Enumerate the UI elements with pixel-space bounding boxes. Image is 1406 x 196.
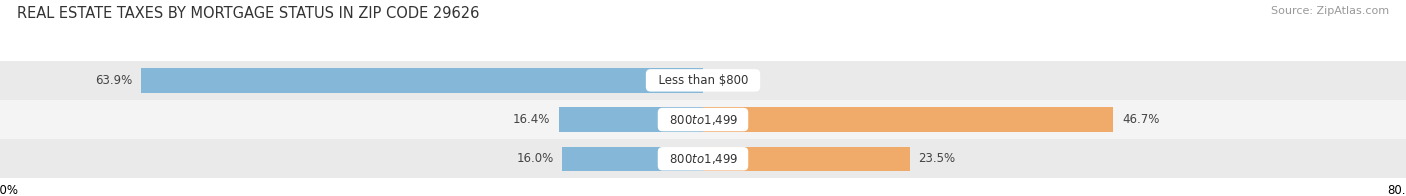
- FancyBboxPatch shape: [0, 139, 1406, 178]
- Text: Less than $800: Less than $800: [651, 74, 755, 87]
- FancyBboxPatch shape: [0, 100, 1406, 139]
- Bar: [560, 107, 703, 132]
- Text: 16.0%: 16.0%: [516, 152, 554, 165]
- Text: REAL ESTATE TAXES BY MORTGAGE STATUS IN ZIP CODE 29626: REAL ESTATE TAXES BY MORTGAGE STATUS IN …: [17, 6, 479, 21]
- Text: 23.5%: 23.5%: [918, 152, 956, 165]
- Text: 0.0%: 0.0%: [721, 74, 751, 87]
- Text: $800 to $1,499: $800 to $1,499: [662, 152, 744, 166]
- Text: $800 to $1,499: $800 to $1,499: [662, 113, 744, 127]
- Bar: [703, 147, 910, 171]
- Bar: [562, 147, 703, 171]
- FancyBboxPatch shape: [0, 61, 1406, 100]
- Text: 46.7%: 46.7%: [1122, 113, 1160, 126]
- Bar: [703, 107, 1114, 132]
- Bar: [142, 68, 703, 93]
- Text: 63.9%: 63.9%: [96, 74, 132, 87]
- Text: Source: ZipAtlas.com: Source: ZipAtlas.com: [1271, 6, 1389, 16]
- Text: 16.4%: 16.4%: [513, 113, 550, 126]
